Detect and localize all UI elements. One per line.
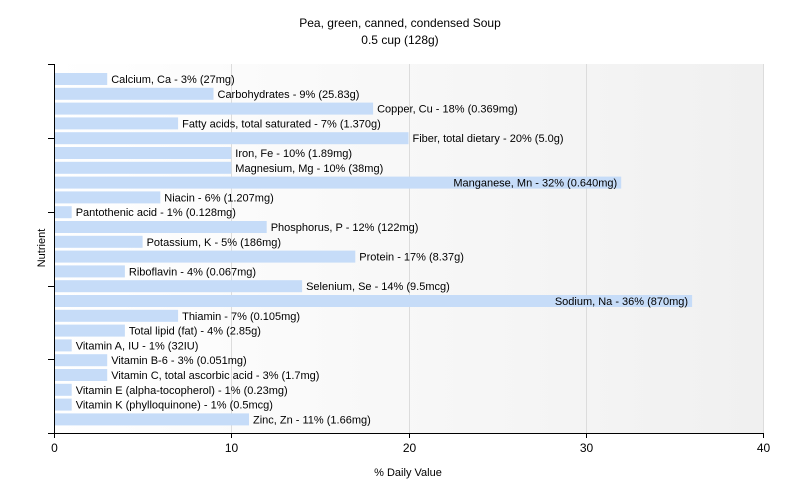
bar-label: Pantothenic acid - 1% (0.128mg) xyxy=(76,207,236,219)
bar xyxy=(54,191,161,204)
x-tick-label: 40 xyxy=(757,441,771,455)
bar xyxy=(54,235,143,248)
chart-title: Pea, green, canned, condensed Soup xyxy=(299,16,501,30)
x-axis-label: % Daily Value xyxy=(374,467,442,479)
bar-label: Thiamin - 7% (0.105mg) xyxy=(182,311,300,323)
bars xyxy=(54,73,693,426)
chart-subtitle: 0.5 cup (128g) xyxy=(361,33,438,47)
bar-label: Selenium, Se - 14% (9.5mcg) xyxy=(306,281,450,293)
bar xyxy=(54,102,374,115)
bar xyxy=(54,221,267,233)
bar xyxy=(54,117,179,130)
bar xyxy=(54,295,693,307)
bar-label: Iron, Fe - 10% (1.89mg) xyxy=(235,148,352,160)
bar-label: Total lipid (fat) - 4% (2.85g) xyxy=(129,326,261,338)
y-axis-label: Nutrient xyxy=(36,229,48,268)
bar-labels: Calcium, Ca - 3% (27mg) Carbohydrates - 9… xyxy=(76,74,688,426)
bar xyxy=(54,206,72,219)
bar-label: Carbohydrates - 9% (25.83g) xyxy=(218,89,360,101)
bar xyxy=(54,398,72,411)
bar-label: Sodium, Na - 36% (870mg) xyxy=(555,296,688,308)
x-tick-label: 10 xyxy=(225,441,239,455)
gridlines xyxy=(231,64,764,433)
bar-label: Manganese, Mn - 32% (0.640mg) xyxy=(453,178,617,190)
bar xyxy=(54,280,303,293)
bar-label: Fatty acids, total saturated - 7% (1.370… xyxy=(182,118,381,130)
bar-label: Vitamin E (alpha-tocopherol) - 1% (0.23m… xyxy=(76,385,288,397)
x-tick-label: 0 xyxy=(51,441,58,455)
bar xyxy=(54,161,232,174)
bar-label: Copper, Cu - 18% (0.369mg) xyxy=(377,104,518,116)
bar xyxy=(54,265,125,278)
bar-label: Calcium, Ca - 3% (27mg) xyxy=(111,74,234,86)
axes: 0 10 20 30 40 xyxy=(48,64,770,455)
bar xyxy=(54,339,72,352)
bar-label: Protein - 17% (8.37g) xyxy=(359,252,464,264)
bar-label: Vitamin B-6 - 3% (0.051mg) xyxy=(111,355,247,367)
bar xyxy=(54,324,125,337)
bar xyxy=(54,73,108,85)
bar xyxy=(54,369,108,381)
bar-label: Potassium, K - 5% (186mg) xyxy=(147,237,282,249)
bar-label: Zinc, Zn - 11% (1.66mg) xyxy=(253,414,371,426)
bar xyxy=(54,176,622,189)
bar xyxy=(54,147,232,159)
bar xyxy=(54,309,179,322)
x-tick-label: 30 xyxy=(580,441,594,455)
bar xyxy=(54,132,409,145)
bar xyxy=(54,413,249,426)
bar-label: Vitamin A, IU - 1% (32IU) xyxy=(76,340,199,352)
bar-label: Vitamin K (phylloquinone) - 1% (0.5mcg) xyxy=(76,400,273,412)
bar-label: Niacin - 6% (1.207mg) xyxy=(164,192,273,204)
bar xyxy=(54,250,356,263)
bar-label: Vitamin C, total ascorbic acid - 3% (1.7… xyxy=(111,370,319,382)
bar xyxy=(54,383,72,396)
bar-label: Riboflavin - 4% (0.067mg) xyxy=(129,266,256,278)
bar-label: Phosphorus, P - 12% (122mg) xyxy=(271,222,419,234)
x-tick-label: 20 xyxy=(403,441,417,455)
bar-label: Fiber, total dietary - 20% (5.0g) xyxy=(413,133,564,145)
bar xyxy=(54,354,108,367)
bar-label: Magnesium, Mg - 10% (38mg) xyxy=(235,163,383,175)
bar xyxy=(54,87,214,100)
